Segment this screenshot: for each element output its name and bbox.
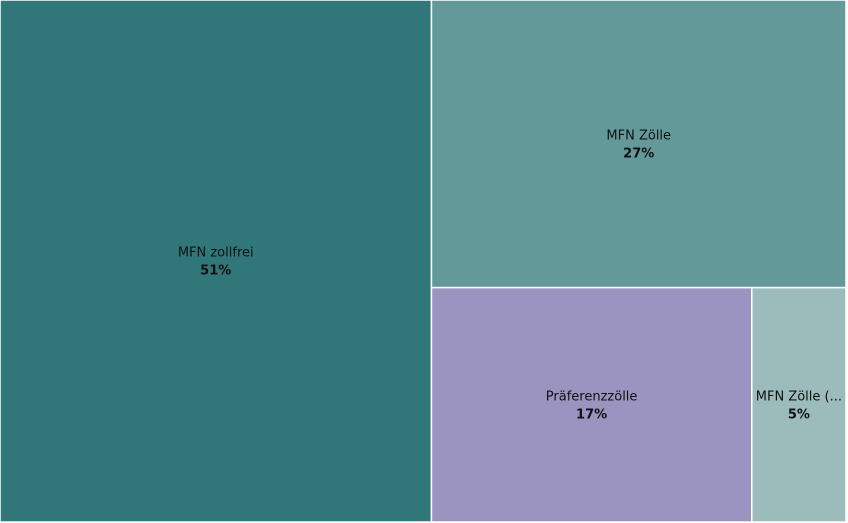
tile [0, 0, 433, 523]
tile-value: 27% [623, 146, 654, 161]
tile-value: 5% [788, 407, 810, 422]
tile-label: MFN Zölle (... [756, 389, 842, 404]
tile-label: MFN Zölle [606, 128, 671, 143]
tile-label: Präferenzzölle [546, 389, 638, 404]
tile [430, 286, 753, 523]
tile-value: 51% [200, 264, 231, 279]
tile-value: 17% [576, 407, 607, 422]
tile-label: MFN zollfrei [178, 246, 254, 261]
tile [751, 286, 847, 523]
tile [430, 0, 847, 289]
